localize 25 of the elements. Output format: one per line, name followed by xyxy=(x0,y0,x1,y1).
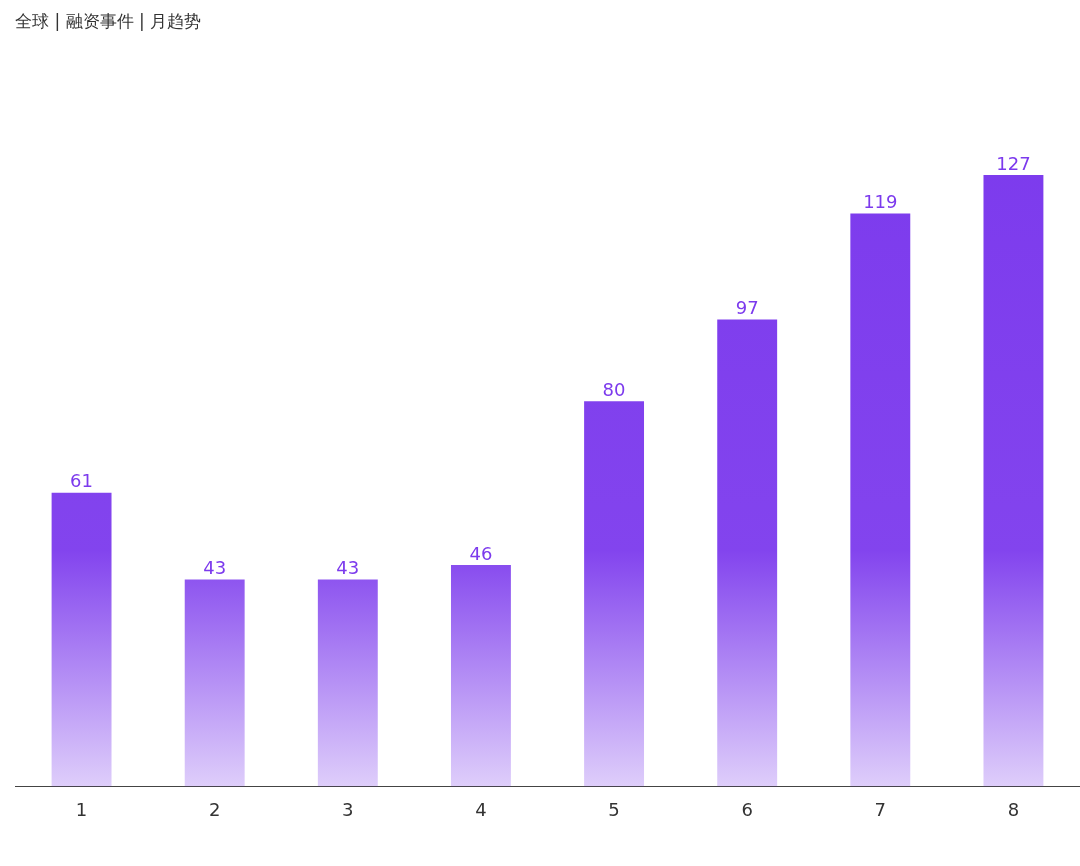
bar xyxy=(850,213,911,787)
x-tick-label: 2 xyxy=(208,798,221,820)
x-tick-label: 1 xyxy=(75,798,88,820)
bar xyxy=(317,579,378,787)
data-label: 43 xyxy=(203,557,227,579)
data-label: 119 xyxy=(863,191,898,213)
x-tick-label: 3 xyxy=(342,798,354,820)
bar xyxy=(51,492,112,787)
x-tick-label: 5 xyxy=(608,798,620,820)
data-label: 80 xyxy=(602,378,626,400)
data-label: 43 xyxy=(336,557,360,579)
x-tick-label: 7 xyxy=(874,798,887,820)
data-label: 61 xyxy=(70,470,94,492)
bar xyxy=(184,579,245,787)
bar xyxy=(717,319,778,787)
data-label: 127 xyxy=(996,152,1031,174)
x-tick-label: 8 xyxy=(1007,798,1020,820)
chart-title: 全球 | 融资事件 | 月趋势 xyxy=(15,10,202,31)
x-tick-label: 6 xyxy=(741,798,753,820)
data-label: 46 xyxy=(469,542,493,564)
bar xyxy=(983,174,1044,787)
x-tick-label: 4 xyxy=(475,798,487,820)
bar xyxy=(584,401,645,787)
bar xyxy=(450,564,511,787)
data-label: 97 xyxy=(735,297,759,319)
